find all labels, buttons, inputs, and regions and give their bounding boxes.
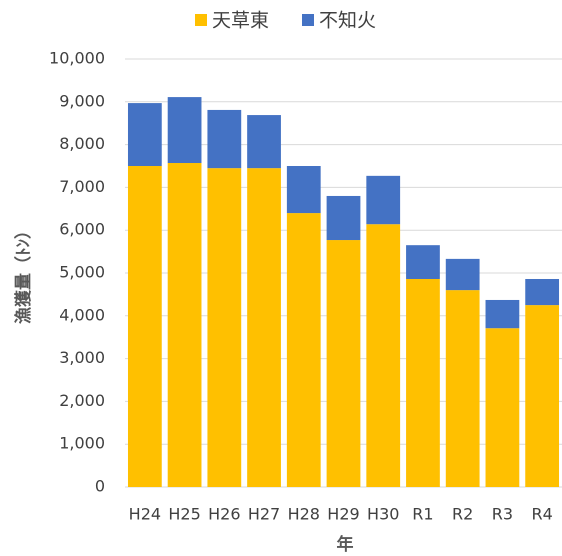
x-tick-label: H29 [327, 505, 359, 524]
bar-segment [525, 278, 560, 306]
x-tick-label: R3 [492, 505, 513, 524]
bar-segment [406, 245, 440, 279]
bar-segment [445, 258, 480, 291]
bar-segment [406, 278, 440, 487]
legend-label: 不知火 [319, 10, 376, 32]
bar-segment [207, 168, 242, 487]
y-tick-label: 2,000 [59, 391, 105, 410]
x-tick-label: R4 [531, 505, 552, 524]
bar-segment [167, 163, 202, 487]
bar-segment [286, 213, 321, 487]
x-tick-label: R2 [452, 505, 473, 524]
bar-segment [445, 290, 480, 487]
y-tick-label: 10,000 [49, 49, 105, 68]
bar-segment [326, 240, 361, 487]
bar-segment [167, 97, 202, 164]
y-tick-label: 8,000 [59, 134, 105, 153]
legend-label: 天草東 [212, 10, 269, 32]
bar-segment [485, 299, 520, 329]
bar-segment [366, 175, 401, 225]
legend-swatch [195, 14, 207, 26]
y-tick-label: 4,000 [59, 305, 105, 324]
y-tick-label: 1,000 [59, 434, 105, 453]
y-tick-label: 9,000 [59, 91, 105, 110]
x-axis-title: 年 [337, 534, 354, 555]
bar-segment [247, 115, 281, 169]
y-axis-title: 漁獲量（ﾄﾝ） [13, 222, 34, 324]
y-tick-label: 0 [95, 477, 105, 496]
x-tick-label: H25 [168, 505, 200, 524]
bar-segment [485, 328, 520, 487]
y-tick-label: 5,000 [59, 263, 105, 282]
legend-swatch [302, 14, 314, 26]
bar-segment [326, 195, 361, 241]
x-tick-label: H27 [248, 505, 280, 524]
y-tick-label: 3,000 [59, 348, 105, 367]
x-tick-label: H26 [208, 505, 240, 524]
x-tick-label: H28 [288, 505, 320, 524]
y-tick-label: 7,000 [59, 177, 105, 196]
bar-segment [247, 168, 281, 487]
x-tick-label: R1 [412, 505, 433, 524]
bar-segment [127, 166, 162, 487]
bar-segment [366, 224, 401, 487]
bar-segment [286, 166, 321, 214]
y-tick-label: 6,000 [59, 220, 105, 239]
x-tick-label: H30 [367, 505, 399, 524]
bar-segment [525, 305, 560, 487]
x-tick-label: H24 [129, 505, 161, 524]
bar-segment [127, 103, 162, 166]
bar-segment [207, 109, 242, 169]
